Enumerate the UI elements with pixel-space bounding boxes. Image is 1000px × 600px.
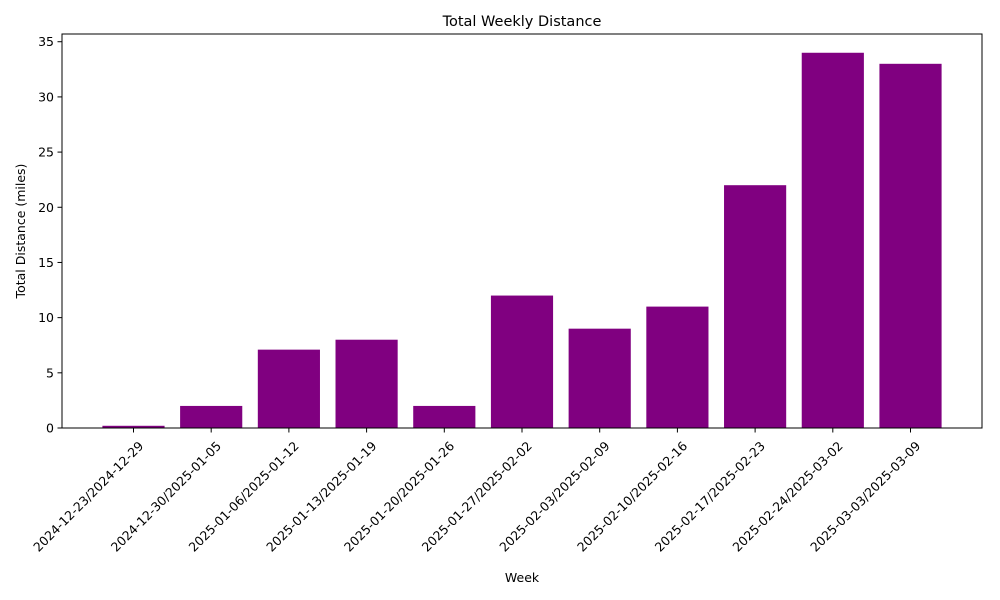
bar-2024-12-23/2024-12-29 xyxy=(102,425,165,428)
bar-2025-03-03/2025-03-09 xyxy=(879,63,942,429)
y-tick-label: 10 xyxy=(38,310,54,325)
y-tick-label: 25 xyxy=(38,145,54,160)
bar-2025-02-24/2025-03-02 xyxy=(801,52,864,428)
bar-2024-12-30/2025-01-05 xyxy=(180,405,243,428)
bar-2025-02-03/2025-02-09 xyxy=(568,328,631,428)
bar-2025-01-13/2025-01-19 xyxy=(335,339,398,428)
chart-title: Total Weekly Distance xyxy=(442,14,602,30)
y-axis-label: Total Distance (miles) xyxy=(13,164,28,300)
y-tick-label: 35 xyxy=(38,34,54,49)
y-tick-label: 0 xyxy=(46,421,54,436)
y-tick-label: 30 xyxy=(38,89,54,104)
x-axis-label: Week xyxy=(505,570,540,585)
bar-2025-02-10/2025-02-16 xyxy=(646,306,709,428)
bar-2025-02-17/2025-02-23 xyxy=(724,185,787,428)
bar-2025-01-06/2025-01-12 xyxy=(257,349,320,428)
y-axis-ticks: 0 5 10 15 20 25 30 35 xyxy=(38,34,62,436)
y-tick-label: 15 xyxy=(38,255,54,270)
bars-group xyxy=(102,52,942,429)
x-axis-ticks: 2024-12-23/2024-12-292024-12-30/2025-01-… xyxy=(30,428,923,555)
bar-2025-01-20/2025-01-26 xyxy=(413,405,476,428)
y-tick-label: 20 xyxy=(38,200,54,215)
bar-2025-01-27/2025-02-02 xyxy=(490,295,554,428)
y-tick-label: 5 xyxy=(46,365,54,380)
plot-area-frame xyxy=(61,33,983,429)
